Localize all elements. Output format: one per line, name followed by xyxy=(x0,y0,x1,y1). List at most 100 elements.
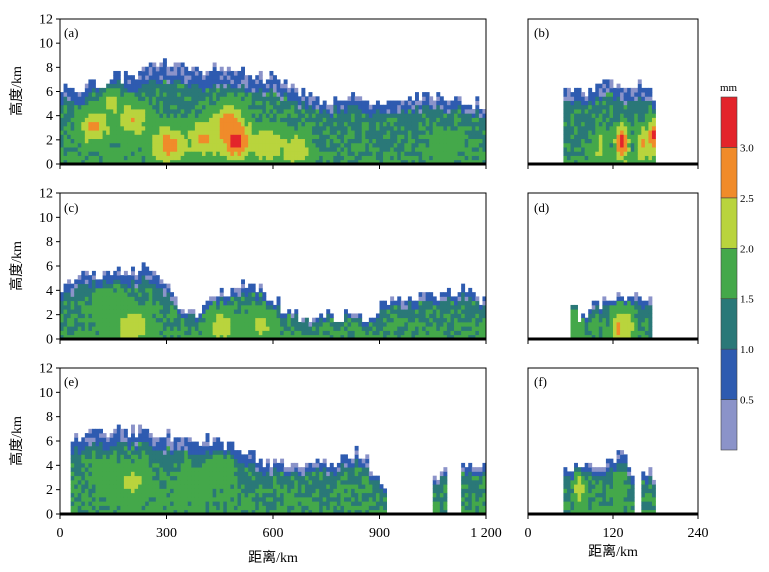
cell xyxy=(386,113,391,118)
cell xyxy=(368,117,373,123)
cell xyxy=(138,300,143,306)
cell xyxy=(269,113,274,118)
cell xyxy=(116,287,121,293)
cell xyxy=(219,117,224,123)
cell xyxy=(297,104,302,110)
cell xyxy=(131,300,135,306)
cell xyxy=(347,142,352,148)
cell xyxy=(230,321,235,327)
cell xyxy=(651,109,656,114)
cell xyxy=(443,138,448,144)
cell xyxy=(475,130,480,135)
cell xyxy=(265,117,270,123)
cell xyxy=(184,83,189,89)
cell xyxy=(131,292,135,297)
cell xyxy=(237,313,242,319)
cell xyxy=(120,113,125,118)
cell xyxy=(623,92,628,97)
cell xyxy=(422,92,427,97)
cell xyxy=(95,445,100,451)
cell xyxy=(116,87,121,93)
cell xyxy=(598,313,603,319)
cell xyxy=(170,125,174,131)
cell xyxy=(88,441,93,447)
cell xyxy=(411,330,416,336)
cell xyxy=(333,100,338,106)
cell xyxy=(166,121,171,127)
column xyxy=(60,92,64,165)
cell xyxy=(393,151,398,156)
cell xyxy=(347,113,352,118)
cell xyxy=(237,121,242,127)
cell xyxy=(627,125,632,131)
cell xyxy=(99,283,103,289)
cell xyxy=(651,151,656,156)
cell xyxy=(120,138,125,144)
cell xyxy=(106,275,111,280)
cell xyxy=(84,138,89,144)
cell xyxy=(475,121,480,127)
cell xyxy=(106,109,111,114)
cell xyxy=(102,467,107,472)
cell xyxy=(159,292,164,297)
cell xyxy=(106,462,111,468)
cell xyxy=(630,109,635,114)
cell xyxy=(404,304,409,310)
cell xyxy=(354,147,359,152)
cell xyxy=(393,155,398,161)
cell xyxy=(152,159,157,165)
cell xyxy=(141,100,146,106)
cell xyxy=(145,270,150,276)
cell xyxy=(113,321,118,327)
cell xyxy=(88,92,93,97)
cell xyxy=(216,83,221,89)
cell xyxy=(194,104,199,110)
cell xyxy=(184,121,189,127)
cell xyxy=(88,321,93,327)
cell xyxy=(237,70,242,76)
cell xyxy=(155,296,160,302)
column xyxy=(84,83,89,165)
cell xyxy=(116,488,121,494)
cell xyxy=(248,87,253,93)
cell xyxy=(113,330,118,336)
cell xyxy=(162,155,167,161)
cell xyxy=(202,334,206,340)
cell xyxy=(443,326,448,331)
cell xyxy=(212,313,217,319)
cell xyxy=(152,467,157,472)
cell xyxy=(397,113,402,118)
cell xyxy=(145,501,150,506)
cell xyxy=(454,155,458,161)
cell xyxy=(595,159,600,165)
cell xyxy=(102,330,107,336)
cell xyxy=(372,130,377,135)
cell xyxy=(155,304,160,310)
cell xyxy=(623,109,628,114)
cell xyxy=(131,125,135,131)
cell xyxy=(212,113,217,118)
cell xyxy=(88,287,93,293)
panel-b-label: (b) xyxy=(534,25,549,40)
cell xyxy=(194,121,199,127)
cell xyxy=(244,330,249,336)
cell xyxy=(262,117,267,123)
cell xyxy=(641,300,646,306)
cell xyxy=(620,309,625,314)
cell xyxy=(123,117,128,123)
cell xyxy=(152,326,157,331)
cell xyxy=(436,309,441,314)
cell xyxy=(390,117,395,123)
cell xyxy=(99,326,103,331)
cell xyxy=(70,147,75,152)
cell xyxy=(570,125,575,131)
cell xyxy=(106,326,111,331)
column xyxy=(588,309,593,340)
cell xyxy=(273,113,277,118)
cell xyxy=(81,441,86,447)
cell xyxy=(99,441,103,447)
column xyxy=(344,309,348,340)
cell xyxy=(155,501,160,506)
cell xyxy=(471,330,476,336)
cell xyxy=(609,313,614,319)
